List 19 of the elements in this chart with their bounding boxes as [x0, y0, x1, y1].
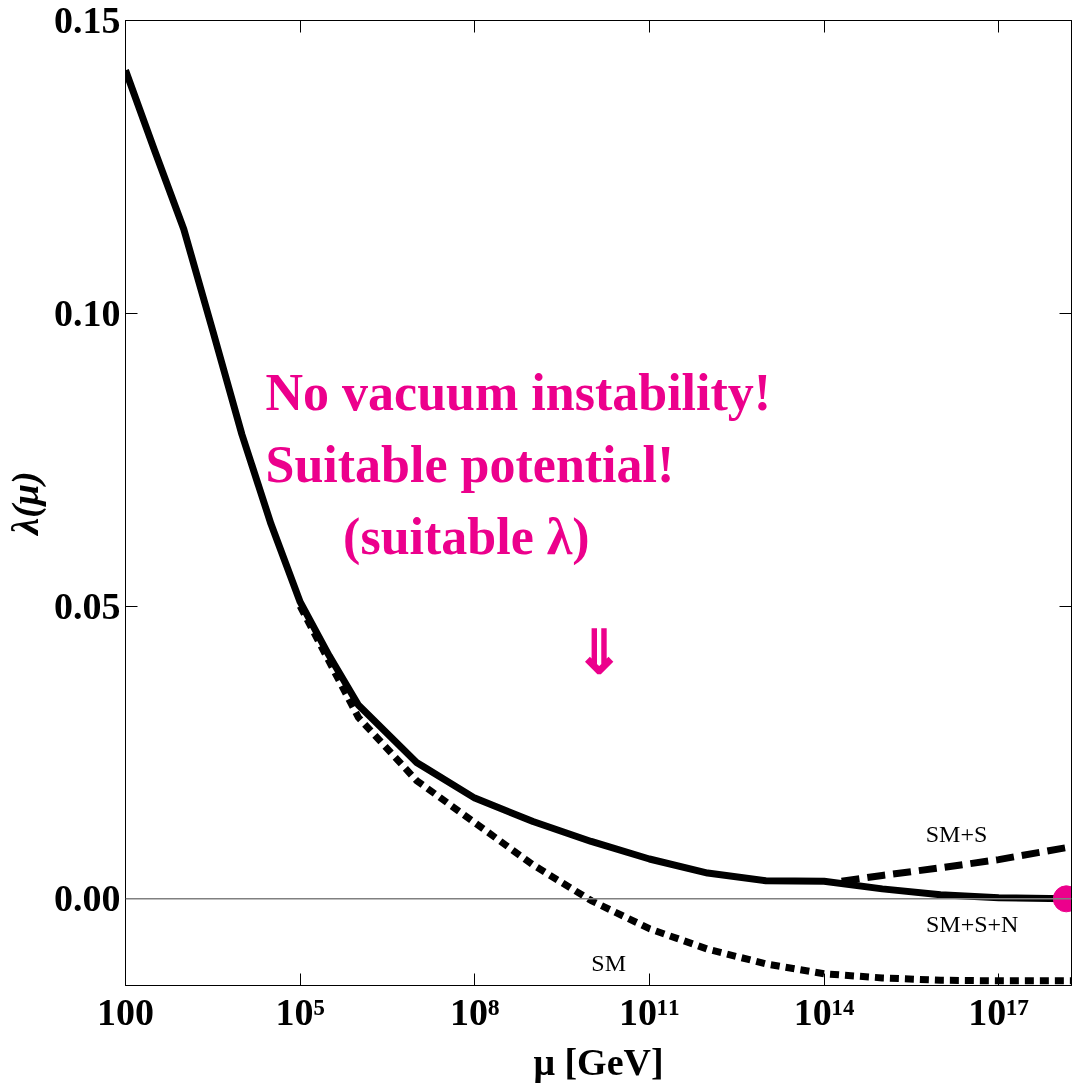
x-tick-label: 100	[97, 990, 154, 1033]
y-tick-label: 0.00	[54, 877, 121, 920]
y-tick-label: 0.10	[54, 291, 121, 334]
x-tick-label: 10⁵	[275, 990, 325, 1033]
x-tick-label: 10¹⁴	[793, 990, 856, 1033]
annotation: ⇓	[573, 619, 624, 686]
y-tick-label: 0.15	[54, 0, 121, 41]
y-tick-label: 0.05	[54, 584, 121, 627]
annotation: No vacuum instability!	[265, 363, 772, 421]
series-label: SM+S+N	[926, 910, 1019, 937]
x-tick-label: 10⁸	[450, 990, 500, 1033]
x-tick-label: 10¹¹	[619, 990, 680, 1033]
x-tick-label: 10¹⁷	[968, 990, 1030, 1033]
series-label: SM+S	[925, 820, 988, 847]
annotation: Suitable potential!	[265, 435, 675, 493]
y-axis-title: λ(μ)	[4, 471, 47, 537]
series-label: SM	[591, 949, 627, 976]
x-axis-title: μ [GeV]	[533, 1040, 664, 1083]
annotation: (suitable λ)	[343, 508, 590, 567]
